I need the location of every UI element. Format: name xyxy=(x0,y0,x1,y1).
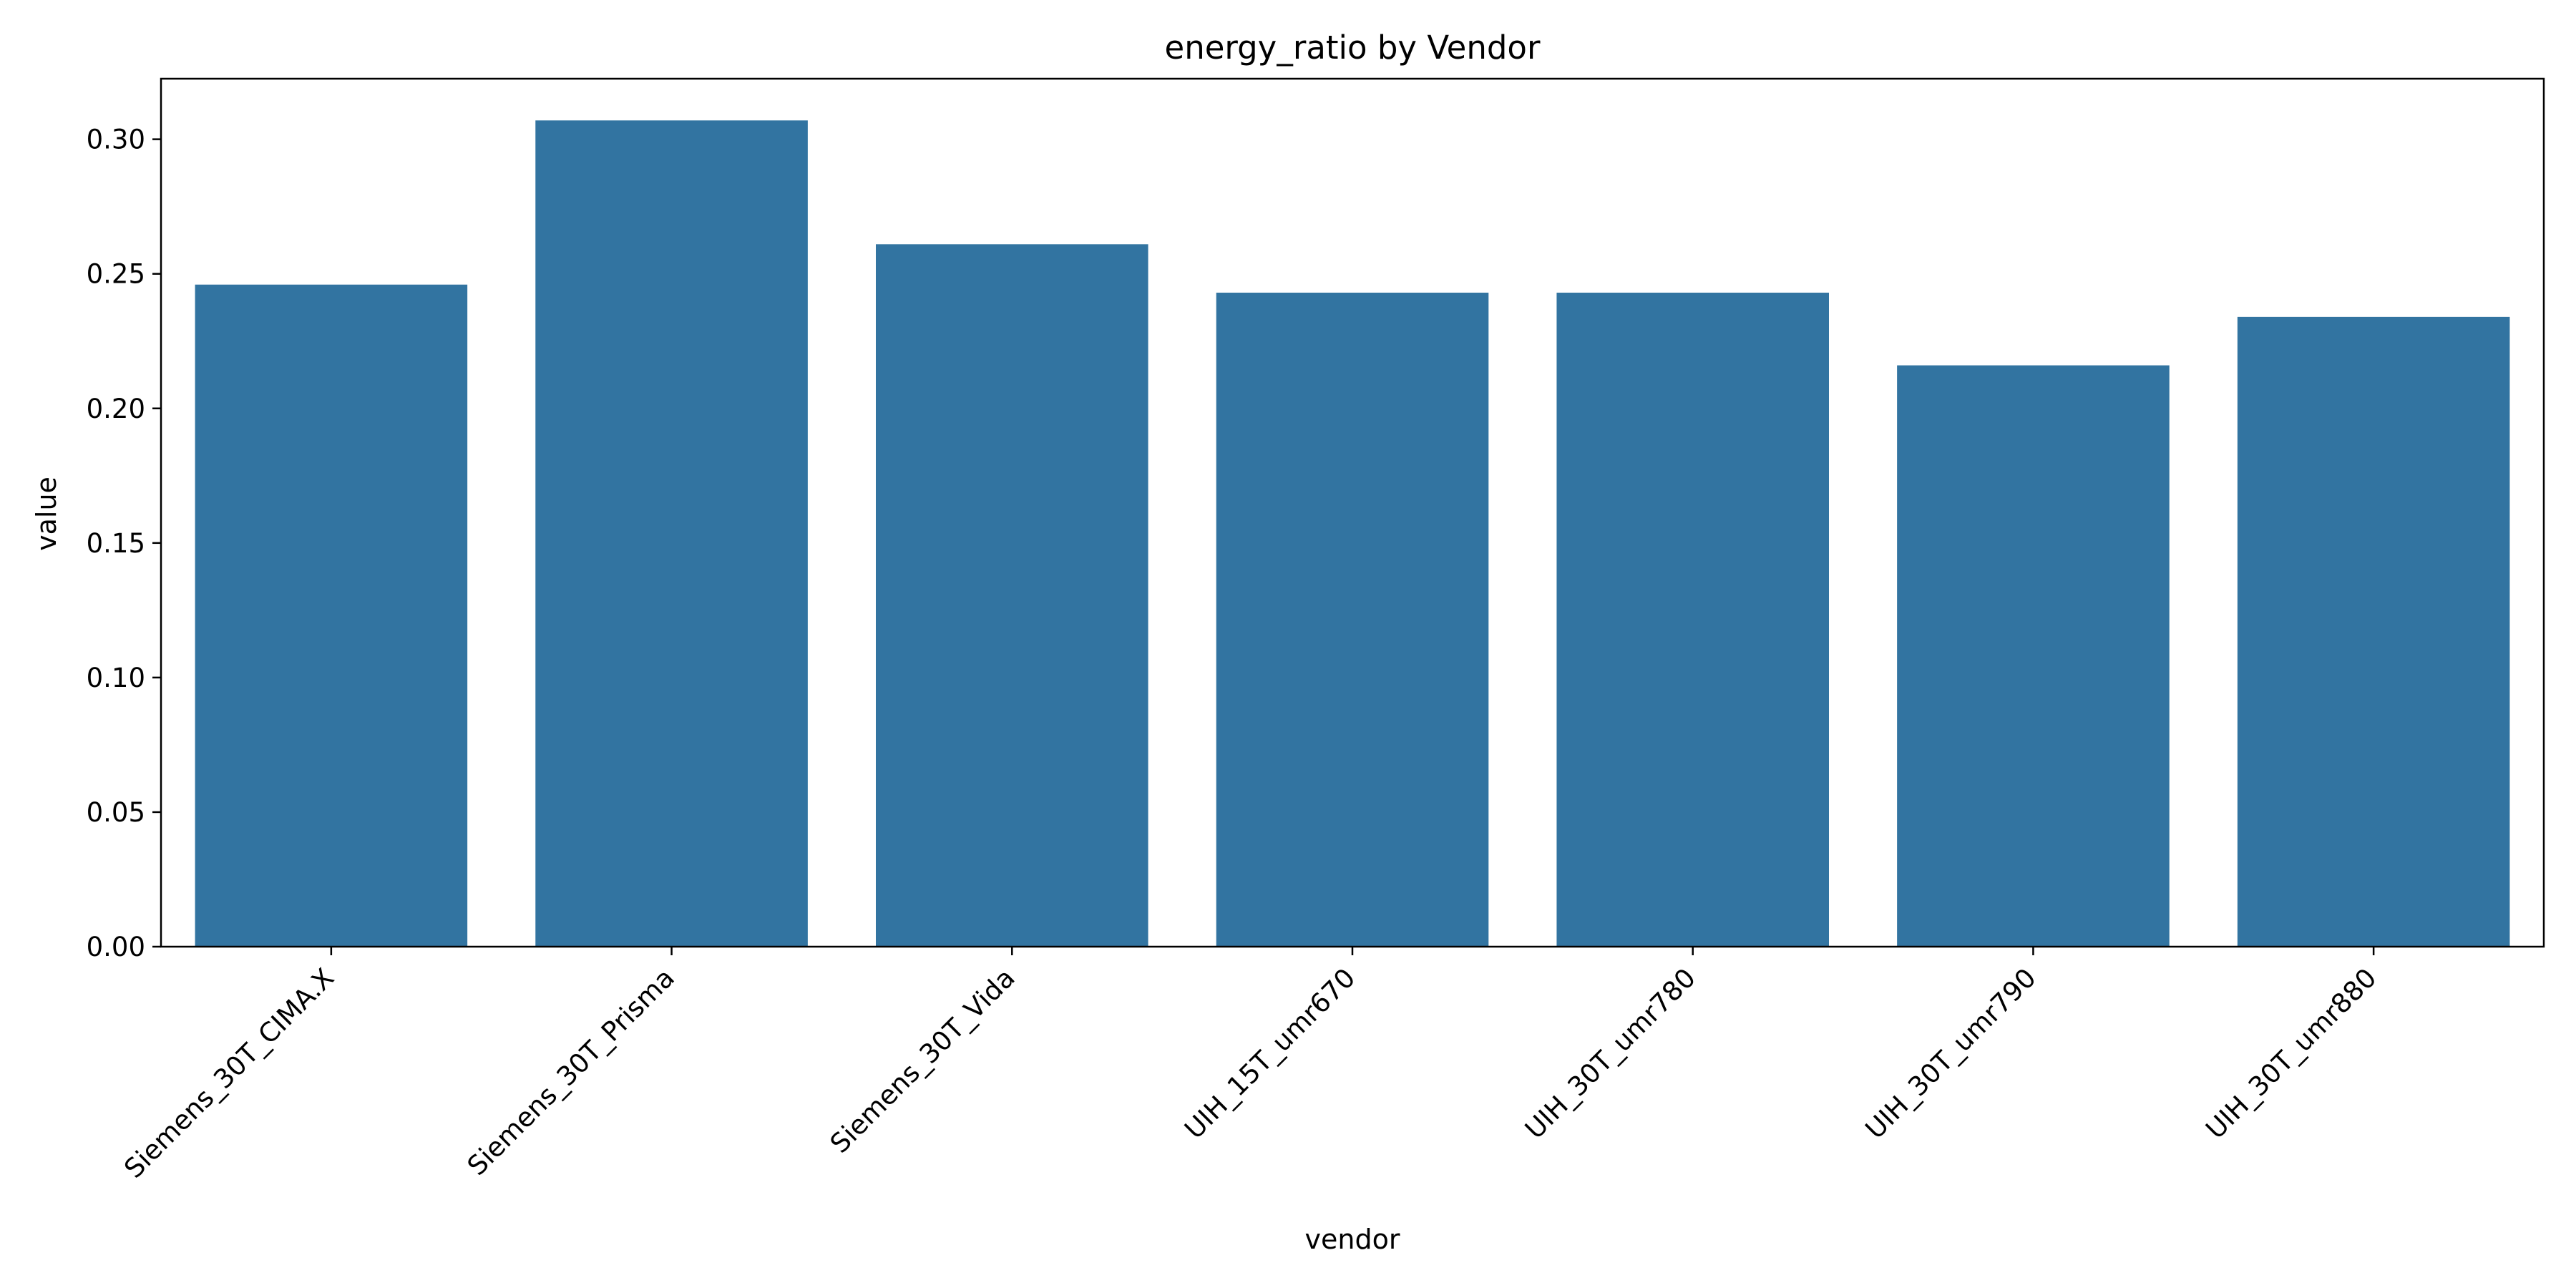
bar-2 xyxy=(876,244,1148,947)
x-axis-label: vendor xyxy=(1305,1224,1400,1255)
bar-1 xyxy=(535,120,808,947)
bars-group xyxy=(195,120,2510,947)
bar-6 xyxy=(2237,316,2510,947)
bar-3 xyxy=(1216,293,1489,947)
y-tick-label-4: 0.20 xyxy=(87,394,145,424)
y-tick-label-1: 0.05 xyxy=(87,797,145,828)
plot-frame xyxy=(160,77,2545,948)
y-tick-label-2: 0.10 xyxy=(87,663,145,693)
y-tick-label-0: 0.00 xyxy=(87,932,145,962)
y-tick-label-5: 0.25 xyxy=(87,259,145,290)
y-tick-label-6: 0.30 xyxy=(87,125,145,155)
chart-title: energy_ratio by Vendor xyxy=(1165,29,1541,67)
y-axis: 0.00 0.05 0.10 0.15 0.20 0.25 0.30 xyxy=(87,125,161,962)
bar-4 xyxy=(1556,293,1829,947)
bar-5 xyxy=(1897,365,2170,947)
y-axis-label: value xyxy=(31,477,62,551)
bar-0 xyxy=(195,284,468,947)
y-tick-label-3: 0.15 xyxy=(87,528,145,559)
